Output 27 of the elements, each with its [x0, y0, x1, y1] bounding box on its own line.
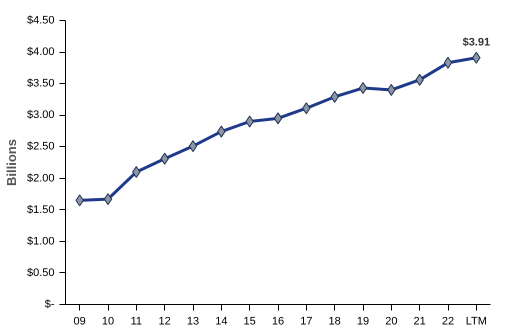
y-tick-label: $1.50: [26, 204, 55, 216]
x-tick-label: 15: [244, 316, 256, 328]
x-tick-label: 12: [158, 316, 171, 328]
x-tick-label: 19: [356, 316, 370, 328]
x-tick-label: 18: [328, 316, 341, 328]
x-tick-label: 17: [300, 316, 312, 328]
x-tick-label: 13: [186, 316, 200, 328]
x-tick-label: 16: [272, 316, 284, 328]
y-axis-title: Billions: [4, 139, 19, 186]
x-tick-label: 14: [215, 316, 228, 328]
data-label: $3.91: [462, 36, 490, 49]
y-tick-label: $1.00: [26, 235, 55, 248]
y-tick-label: $2.50: [26, 140, 55, 153]
y-tick-label: $3.50: [26, 78, 55, 90]
x-tick-label: 22: [442, 316, 454, 328]
y-tick-label: $-: [44, 298, 55, 310]
y-tick-label: $2.00: [26, 172, 55, 184]
x-tick-label: 09: [74, 316, 86, 328]
y-tick-label: $0.50: [26, 266, 55, 279]
y-tick-label: $4.50: [26, 14, 55, 26]
y-tick-label: $4.00: [26, 46, 55, 58]
x-tick-label: 11: [130, 316, 142, 328]
x-tick-label: 10: [102, 316, 114, 328]
x-tick-label: LTM: [466, 316, 487, 328]
x-tick-label: 20: [385, 316, 398, 328]
x-tick-label: 21: [414, 316, 426, 328]
y-tick-label: $3.00: [26, 109, 55, 122]
